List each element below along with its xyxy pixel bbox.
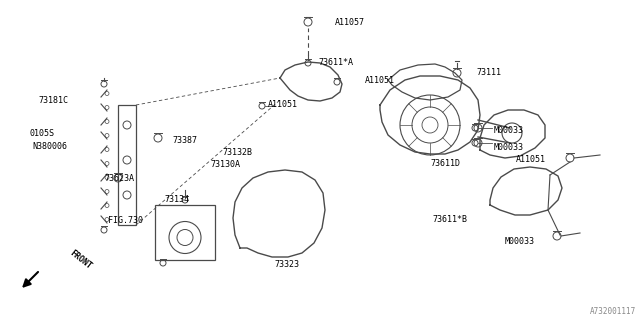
Text: FIG.730: FIG.730	[108, 216, 143, 225]
Text: A11051: A11051	[516, 155, 546, 164]
Text: A11051: A11051	[268, 100, 298, 109]
Text: 73111: 73111	[476, 68, 501, 77]
Text: A11057: A11057	[335, 18, 365, 27]
Text: 73611*B: 73611*B	[432, 215, 467, 224]
Text: 73134: 73134	[164, 195, 189, 204]
Text: FRONT: FRONT	[68, 248, 93, 270]
Text: 73130A: 73130A	[210, 160, 240, 169]
Text: A732001117: A732001117	[589, 307, 636, 316]
Text: 73623A: 73623A	[104, 174, 134, 183]
Text: 73323: 73323	[274, 260, 299, 269]
Text: 73387: 73387	[172, 136, 197, 145]
Text: 73181C: 73181C	[38, 96, 68, 105]
Text: M00033: M00033	[505, 237, 535, 246]
Text: M00033: M00033	[494, 126, 524, 135]
Text: A11051: A11051	[365, 76, 395, 85]
Text: 73132B: 73132B	[222, 148, 252, 157]
Text: 0105S: 0105S	[30, 129, 55, 138]
Text: M00033: M00033	[494, 143, 524, 152]
Text: 73611D: 73611D	[430, 159, 460, 168]
Text: 73611*A: 73611*A	[318, 58, 353, 67]
Text: N380006: N380006	[32, 142, 67, 151]
